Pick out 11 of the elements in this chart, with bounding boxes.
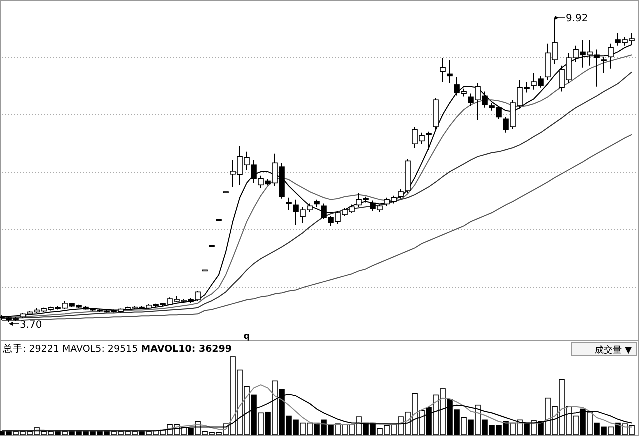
annotation: 9.92 [566,14,588,24]
candlestick [426,131,432,150]
candlestick [601,56,607,74]
annotation: 3.70 [20,320,42,331]
text: 成交量 ▼ [595,345,632,356]
candlestick [286,197,292,211]
candlestick [440,58,446,83]
text: q [244,332,250,342]
candlestick [398,188,404,200]
candlestick [447,60,453,84]
chart-title: 总手: 29221 MAVOL5: 29515 MAVOL10: 36299 [2,343,232,355]
